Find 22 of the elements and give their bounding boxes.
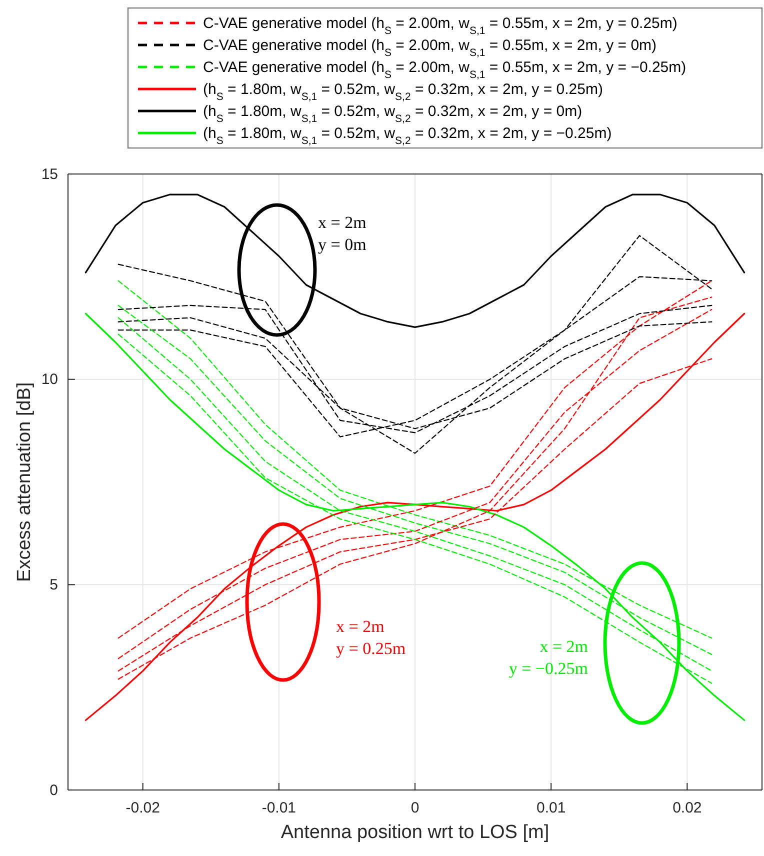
- y-tick-label: 5: [50, 576, 58, 594]
- annotation: x = 2m y = 0m: [318, 213, 366, 254]
- x-tick-label: -0.01: [262, 800, 296, 817]
- legend-label: (h$_{S}$ = 1.80m, w$_{S,1}$ = 0.52m, w$_{S,2}$ = 0.32m, x = 2m, y = −0.25m): [203, 125, 612, 147]
- legend-label: (h$_{S}$ = 1.80m, w$_{S,1}$ = 0.52m, w$_{S,2}$ = 0.32m, x = 2m, y = 0m): [203, 103, 582, 125]
- x-tick-label: 0.02: [672, 800, 702, 817]
- x-axis-title: Antenna position wrt to LOS [m]: [280, 822, 550, 843]
- annotation: x = 2m y = −0.25m: [508, 637, 588, 678]
- legend-label: C-VAE generative model (h$_{S}$ = 2.00m, w$_{S,1}$ = 0.55m, x = 2m, y = 0.25m): [203, 15, 678, 37]
- legend-label: (h$_{S}$ = 1.80m, w$_{S,1}$ = 0.52m, w$_{S,2}$ = 0.32m, x = 2m, y = 0.25m): [203, 81, 603, 103]
- x-tick-label: 0: [410, 800, 420, 817]
- x-tick-label: -0.02: [126, 800, 160, 817]
- legend-label: C-VAE generative model (h$_{S}$ = 2.00m, w$_{S,1}$ = 0.55m, x = 2m, y = 0m): [203, 37, 657, 59]
- x-tick-label: 0.01: [536, 800, 566, 817]
- legend-label: C-VAE generative model (h$_{S}$ = 2.00m, w$_{S,1}$ = 0.55m, x = 2m, y = −0.25m): [203, 59, 686, 81]
- y-axis-title: Excess attenuation [dB]: [14, 382, 35, 582]
- y-tick-label: 10: [41, 371, 58, 388]
- annotation: x = 2m y = 0.25m: [336, 617, 406, 658]
- y-tick-label: 15: [41, 166, 58, 183]
- y-tick-label: 0: [50, 782, 58, 799]
- line-series: [118, 235, 712, 454]
- line-series: [84, 194, 746, 328]
